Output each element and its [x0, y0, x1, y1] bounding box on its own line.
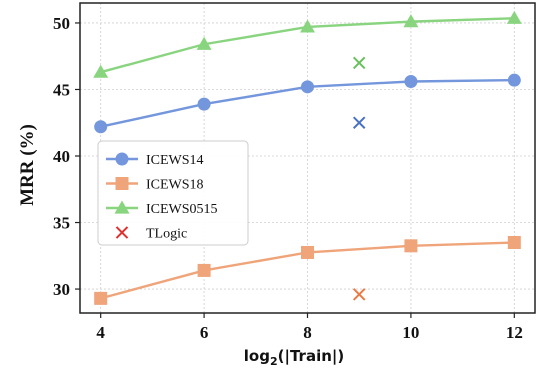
y-tick-label: 35	[53, 214, 70, 233]
data-point-tlogic	[352, 116, 366, 129]
x-tick-label: 6	[200, 323, 209, 342]
data-point-icews18	[404, 239, 418, 253]
data-point-icews0515	[196, 36, 212, 50]
series-tlogic	[352, 56, 366, 301]
data-point-icews18	[197, 263, 211, 277]
data-point-icews14	[404, 74, 418, 88]
data-point-icews14	[507, 73, 521, 87]
tick-layer: 4 6 8 10 12 30 35 40 45 50	[53, 14, 523, 342]
legend: ICEWS14 ICEWS18 ICEWS0515 TLogic	[97, 140, 249, 246]
series-layer	[93, 10, 522, 305]
data-point-icews0515	[93, 64, 109, 78]
x-tick-label: 10	[402, 323, 419, 342]
cross-stroke	[352, 116, 366, 129]
y-tick-label: 50	[53, 14, 70, 33]
series-icews0515	[93, 10, 522, 78]
cross-stroke	[352, 56, 366, 70]
y-axis-label: MRR (%)	[17, 124, 38, 206]
legend-marker-icews14	[115, 152, 129, 166]
data-point-icews18	[94, 291, 108, 305]
data-point-icews0515	[300, 19, 315, 33]
legend-item-icews18: ICEWS18	[106, 177, 204, 193]
x-tick-label: 4	[96, 323, 105, 342]
x-axis-label-subscript: 2	[270, 355, 278, 368]
y-tick-label: 30	[53, 280, 70, 299]
data-point-tlogic	[352, 56, 366, 70]
legend-item-tlogic: TLogic	[115, 226, 187, 242]
legend-box	[97, 140, 249, 246]
x-tick-label: 8	[303, 323, 312, 342]
data-point-icews0515	[403, 14, 419, 28]
x-tick-label: 12	[506, 323, 523, 342]
legend-entries: ICEWS14 ICEWS18 ICEWS0515 TLogic	[106, 152, 218, 242]
x-axis-label: log2(|Train|)	[244, 347, 344, 368]
y-tick-label: 40	[53, 147, 70, 166]
data-point-icews14	[301, 80, 314, 94]
legend-label: TLogic	[146, 227, 187, 242]
cross-stroke	[115, 226, 129, 239]
legend-item-icews14: ICEWS14	[106, 152, 204, 168]
legend-label: ICEWS18	[146, 178, 204, 193]
legend-label: ICEWS14	[146, 153, 204, 168]
cross-stroke	[352, 288, 366, 301]
legend-item-icews0515: ICEWS0515	[106, 200, 218, 217]
legend-marker-icews0515	[114, 200, 130, 214]
data-point-icews18	[301, 245, 314, 259]
data-point-icews14	[197, 97, 211, 111]
x-axis-label-rest: (|Train|)	[278, 347, 345, 366]
data-point-icews18	[507, 235, 521, 249]
series-icews14	[94, 73, 521, 134]
y-tick-label: 45	[53, 80, 70, 99]
series-icews18	[94, 235, 521, 305]
legend-marker-icews18	[115, 177, 129, 190]
legend-marker-tlogic	[115, 226, 129, 239]
data-point-icews0515	[506, 10, 522, 24]
x-axis-label-main: log	[244, 347, 270, 365]
data-point-tlogic	[352, 288, 366, 301]
data-point-icews14	[94, 120, 108, 134]
legend-label: ICEWS0515	[146, 202, 218, 217]
